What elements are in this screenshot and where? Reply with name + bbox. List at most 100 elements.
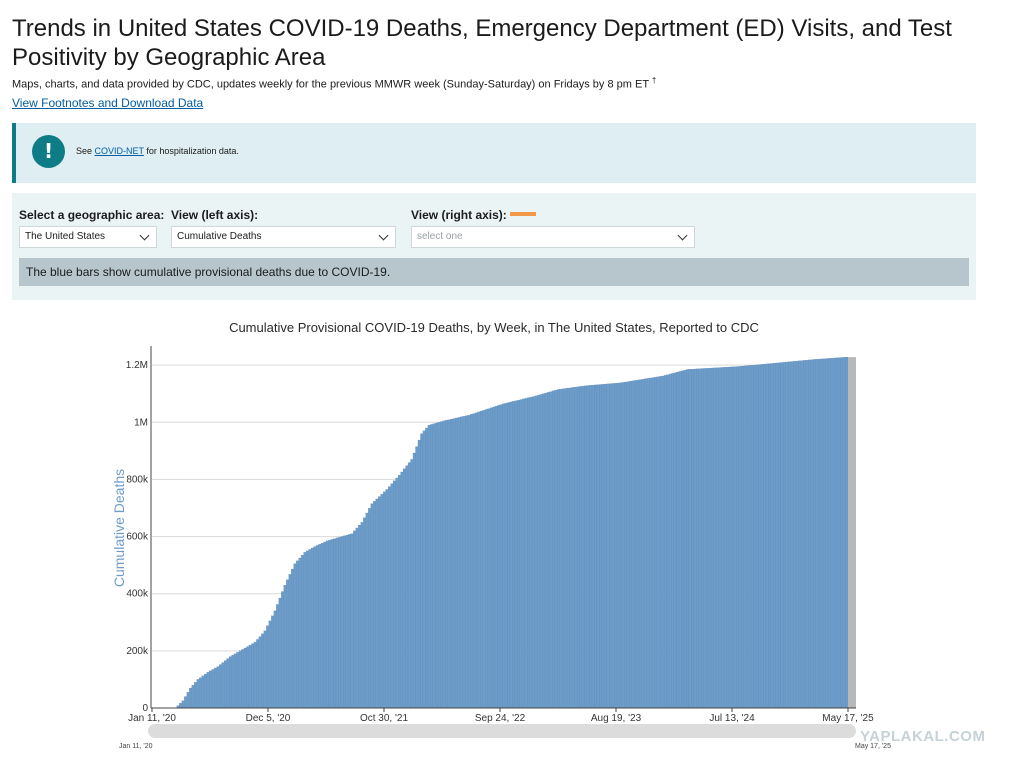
bar — [823, 358, 826, 709]
y-tick-label: 0 — [142, 703, 148, 714]
bar — [606, 383, 610, 709]
bar — [492, 406, 496, 709]
bar — [740, 365, 744, 709]
bar — [452, 418, 456, 709]
bar — [656, 376, 660, 709]
bar — [619, 382, 622, 709]
footnotes-download-link[interactable]: View Footnotes and Download Data — [12, 96, 204, 110]
bar — [651, 377, 655, 709]
right-axis-line-swatch — [510, 212, 536, 216]
bar — [305, 550, 309, 709]
bar — [599, 384, 603, 709]
bar — [358, 525, 361, 709]
bar — [246, 646, 250, 709]
geo-area-label: Select a geographic area: — [19, 208, 165, 222]
bar — [542, 393, 545, 709]
bar — [663, 375, 667, 709]
covid-net-link[interactable]: COVID-NET — [94, 146, 144, 156]
right-axis-select[interactable]: select one — [411, 226, 695, 248]
subtitle-text: Maps, charts, and data provided by CDC, … — [12, 78, 649, 91]
bar — [793, 361, 796, 709]
bar — [676, 371, 680, 709]
y-axis-title: Cumulative Deaths — [111, 469, 127, 587]
bar — [559, 388, 563, 709]
page-title: Trends in United States COVID-19 Deaths,… — [12, 15, 952, 71]
bar — [410, 459, 414, 709]
bar — [320, 543, 324, 709]
bar — [564, 388, 568, 709]
bar — [795, 360, 799, 709]
geo-area-select[interactable]: The United States — [19, 226, 157, 248]
bar — [447, 419, 451, 709]
bar — [668, 373, 672, 709]
bar — [673, 372, 677, 709]
bar — [698, 368, 702, 709]
bar — [706, 368, 709, 709]
bar — [450, 419, 453, 709]
bar — [770, 363, 774, 709]
bar — [256, 639, 260, 709]
bar — [783, 362, 787, 709]
bar — [196, 679, 200, 709]
bar — [385, 489, 389, 709]
bar — [522, 398, 526, 709]
bar — [204, 673, 207, 709]
bar — [527, 397, 531, 709]
bar — [788, 361, 792, 709]
bar — [815, 359, 819, 709]
bar — [218, 664, 222, 709]
bar — [743, 365, 747, 709]
bar — [340, 536, 344, 709]
bar — [775, 362, 779, 709]
bar — [845, 357, 849, 709]
right-axis-label: View (right axis): — [411, 208, 507, 222]
bar — [616, 382, 620, 709]
bar — [596, 384, 600, 709]
bar — [696, 368, 700, 709]
bar — [693, 368, 697, 709]
bar — [745, 365, 749, 709]
bar — [832, 357, 836, 709]
bar — [629, 381, 632, 709]
bar — [636, 379, 640, 709]
chevron-down-icon — [677, 230, 688, 241]
alert-prefix: See — [76, 146, 95, 156]
bar — [604, 383, 608, 709]
bar — [626, 381, 630, 709]
range-slider[interactable]: Jan 11, '20 May 17, '25 — [119, 724, 891, 750]
bar — [211, 669, 215, 709]
bar — [825, 358, 829, 709]
bar — [301, 555, 304, 709]
bar — [686, 369, 690, 709]
bar — [750, 365, 754, 709]
watermark: YAPLAKAL.COM — [860, 728, 986, 745]
chevron-down-icon — [378, 230, 389, 241]
bar — [678, 371, 682, 709]
bar — [557, 389, 560, 709]
bar — [221, 662, 225, 709]
bar — [445, 420, 448, 709]
bar — [368, 508, 371, 709]
bar — [726, 367, 729, 709]
bar — [291, 568, 294, 709]
bar — [437, 422, 441, 709]
bar — [591, 384, 595, 709]
bar — [549, 391, 553, 709]
y-tick-label: 800k — [126, 474, 149, 485]
bar — [440, 421, 444, 709]
left-axis-select[interactable]: Cumulative Deaths — [171, 226, 396, 248]
bar — [191, 685, 195, 709]
bar — [415, 446, 419, 709]
left-axis-label: View (left axis): — [171, 208, 259, 222]
bar — [818, 358, 821, 709]
bar — [392, 480, 396, 709]
bar — [641, 379, 645, 709]
bar — [624, 381, 627, 709]
bar — [271, 615, 274, 709]
bar — [420, 433, 424, 709]
right-axis-placeholder: select one — [417, 231, 463, 242]
bar — [758, 364, 762, 709]
left-axis-value: Cumulative Deaths — [177, 231, 262, 242]
bar — [813, 359, 816, 709]
page-subtitle: Maps, charts, and data provided by CDC, … — [12, 76, 656, 91]
